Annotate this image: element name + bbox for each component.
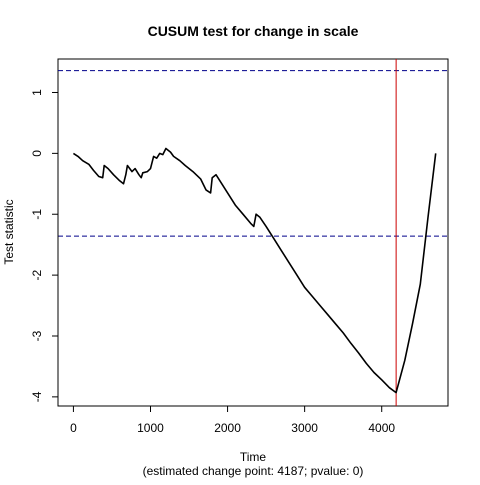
x-tick-label-2000: 2000 bbox=[214, 421, 241, 435]
y-tick-label-0: 0 bbox=[30, 150, 44, 157]
x-tick-label-0: 0 bbox=[70, 421, 77, 435]
y-axis-label: Test statistic bbox=[2, 199, 16, 264]
y-axis: -4 -3 -2 -1 0 1 bbox=[30, 89, 59, 402]
x-axis: 0 1000 2000 3000 4000 bbox=[70, 405, 395, 435]
y-tick-label--3: -3 bbox=[30, 330, 44, 341]
y-tick-label--1: -1 bbox=[30, 209, 44, 220]
x-tick-label-1000: 1000 bbox=[137, 421, 164, 435]
reference-lines bbox=[58, 59, 448, 406]
y-tick-label--4: -4 bbox=[30, 391, 44, 402]
y-tick-label--2: -2 bbox=[30, 269, 44, 280]
plot-frame bbox=[57, 58, 449, 407]
x-tick-label-3000: 3000 bbox=[291, 421, 318, 435]
x-axis-label: Time bbox=[240, 450, 267, 464]
x-tick-label-4000: 4000 bbox=[368, 421, 395, 435]
cusum-series-line bbox=[72, 147, 437, 394]
y-tick-label-1: 1 bbox=[30, 89, 44, 96]
chart-title: CUSUM test for change in scale bbox=[148, 23, 359, 39]
x-axis-subtitle: (estimated change point: 4187; pvalue: 0… bbox=[143, 464, 364, 478]
